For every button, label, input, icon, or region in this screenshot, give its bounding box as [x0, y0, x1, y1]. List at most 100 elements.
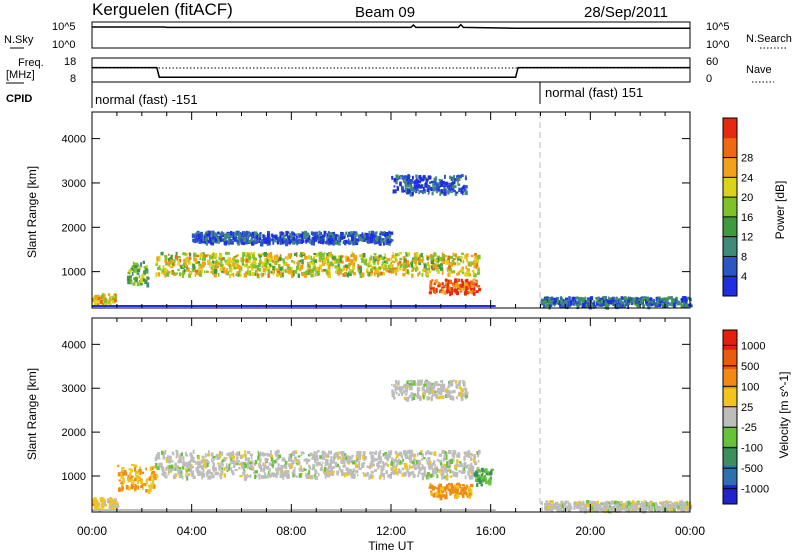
- echo-cell: [450, 288, 453, 293]
- echo-cell: [307, 458, 311, 462]
- echo-cell: [387, 454, 391, 459]
- echo-cell: [347, 460, 350, 464]
- echo-cell: [461, 281, 464, 287]
- echo-cell: [430, 484, 434, 489]
- echo-cell: [445, 455, 448, 460]
- echo-cell: [397, 254, 400, 257]
- echo-cell: [352, 473, 356, 479]
- echo-cell: [387, 463, 389, 467]
- echo-cell: [355, 241, 359, 245]
- echo-cell: [103, 293, 106, 299]
- echo-cell: [411, 191, 414, 196]
- echo-cell: [628, 508, 630, 513]
- echo-cell: [232, 257, 235, 260]
- echo-cell: [116, 501, 119, 506]
- echo-cell: [171, 460, 174, 463]
- echo-cell: [659, 501, 663, 505]
- echo-cell: [445, 464, 449, 468]
- echo-cell: [413, 261, 418, 264]
- echo-cell: [606, 500, 609, 504]
- echo-cell: [555, 301, 559, 305]
- echo-cell: [676, 300, 680, 306]
- echo-cell: [326, 237, 330, 243]
- echo-cell: [341, 456, 344, 462]
- echo-cell: [194, 260, 197, 264]
- echo-cell: [231, 451, 234, 455]
- echo-cell: [651, 303, 655, 306]
- echo-cell: [470, 287, 473, 292]
- echo-cell: [425, 181, 428, 186]
- echo-cell: [247, 235, 249, 240]
- echo-cell: [385, 259, 389, 264]
- echo-cell: [201, 252, 205, 255]
- colorbar-tick-label: 16: [741, 212, 753, 224]
- echo-cell: [401, 174, 404, 180]
- echo-cell: [218, 235, 222, 240]
- echo-cell: [635, 503, 639, 507]
- echo-cell: [174, 272, 178, 275]
- echo-cell: [403, 396, 407, 401]
- echo-cell: [465, 391, 469, 396]
- colorbar-segment: [723, 118, 737, 139]
- echo-cell: [448, 482, 451, 485]
- echo-cell: [413, 454, 416, 459]
- echo-cell: [468, 464, 472, 467]
- echo-cell: [358, 461, 361, 466]
- echo-cell: [290, 238, 293, 242]
- echo-cell: [197, 465, 200, 469]
- echo-cell: [430, 265, 433, 269]
- echo-cell: [474, 253, 477, 257]
- echo-cell: [404, 454, 409, 459]
- echo-cell: [448, 183, 451, 187]
- echo-cell: [682, 301, 687, 306]
- echo-cell: [303, 234, 306, 239]
- echo-cell: [220, 464, 222, 469]
- echo-cell: [291, 273, 294, 279]
- echo-cell: [245, 254, 248, 260]
- echo-cell: [254, 470, 258, 474]
- echo-cell: [134, 464, 138, 468]
- echo-cell: [313, 266, 316, 272]
- echo-cell: [223, 238, 226, 243]
- echo-cell: [221, 266, 225, 270]
- echo-cell: [242, 256, 245, 261]
- echo-cell: [131, 272, 134, 276]
- echo-cell: [393, 384, 396, 388]
- echo-cell: [204, 254, 208, 258]
- echo-cell: [382, 241, 385, 246]
- echo-cell: [363, 473, 366, 477]
- echo-cell: [347, 264, 349, 267]
- echo-cell: [210, 233, 212, 239]
- echo-cell: [581, 303, 586, 308]
- echo-cell: [644, 508, 647, 511]
- echo-cell: [103, 501, 107, 506]
- echo-cell: [355, 238, 359, 241]
- echo-cell: [308, 454, 311, 457]
- echo-cell: [446, 472, 449, 476]
- echo-cell: [226, 469, 229, 473]
- echo-cell: [175, 466, 179, 469]
- echo-cell: [167, 253, 170, 256]
- echo-cell: [415, 178, 419, 184]
- echo-cell: [266, 258, 269, 263]
- echo-cell: [219, 473, 222, 478]
- echo-cell: [590, 300, 593, 304]
- echo-cell: [296, 235, 298, 239]
- echo-cell: [118, 479, 121, 482]
- echo-cell: [431, 266, 435, 270]
- echo-cell: [473, 287, 476, 292]
- echo-cell: [589, 296, 594, 301]
- echo-cell: [488, 471, 492, 476]
- echo-cell: [546, 503, 550, 509]
- echo-cell: [326, 233, 329, 238]
- echo-cell: [301, 237, 303, 242]
- echo-cell: [355, 455, 358, 460]
- echo-cell: [340, 234, 344, 240]
- echo-cell: [383, 475, 385, 480]
- echo-cell: [472, 278, 476, 281]
- echo-cell: [228, 463, 231, 469]
- echo-cell: [203, 233, 208, 237]
- echo-cell: [376, 239, 380, 244]
- echo-cell: [143, 266, 147, 269]
- echo-cell: [312, 256, 316, 260]
